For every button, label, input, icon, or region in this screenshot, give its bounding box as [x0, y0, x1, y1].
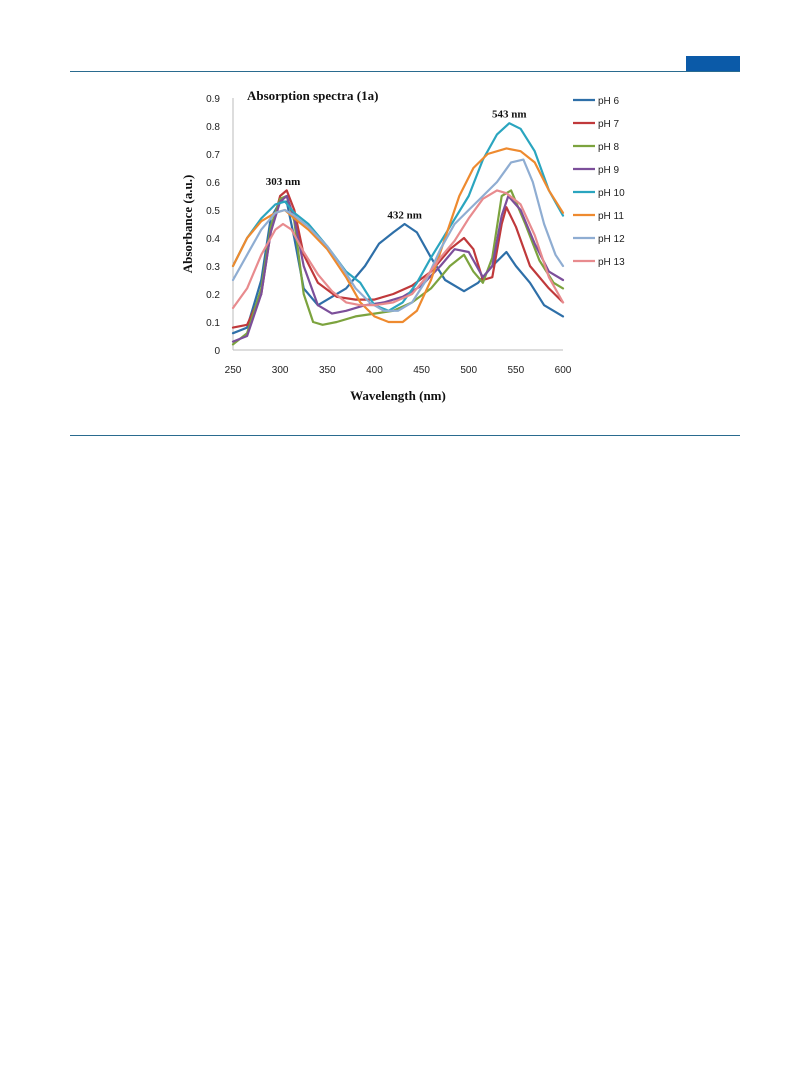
x-tick-label: 600 — [555, 365, 572, 376]
x-tick-label: 550 — [508, 365, 525, 376]
x-tick-label: 400 — [366, 365, 383, 376]
x-axis-ticks: 250 300 350 400 450 500 550 600 — [225, 365, 572, 376]
x-axis-label: Wavelength (nm) — [350, 388, 446, 403]
peak-label: 303 nm — [266, 176, 301, 188]
peak-label: 432 nm — [387, 209, 422, 221]
y-tick-label: 0.3 — [206, 262, 220, 273]
legend-label: pH 6 — [598, 96, 620, 107]
series-line-ph-11 — [231, 147, 565, 324]
y-tick-label: 0.4 — [206, 234, 220, 245]
series-line-ph-13 — [231, 189, 565, 310]
y-axis-label: Absorbance (a.u.) — [180, 175, 195, 274]
legend-label: pH 12 — [598, 234, 625, 245]
bottom-rule — [70, 435, 740, 436]
top-rule — [70, 71, 740, 72]
y-axis-ticks: 0 0.1 0.2 0.3 0.4 0.5 0.6 0.7 0.8 0.9 — [206, 94, 220, 357]
legend-label: pH 7 — [598, 119, 620, 130]
y-tick-label: 0.1 — [206, 318, 220, 329]
y-tick-label: 0.8 — [206, 122, 220, 133]
peak-label: 543 nm — [492, 109, 527, 121]
legend-label: pH 13 — [598, 257, 625, 268]
x-tick-label: 300 — [272, 365, 289, 376]
legend-label: pH 8 — [598, 142, 620, 153]
legend-label: pH 11 — [598, 211, 624, 222]
series-lines — [231, 122, 565, 346]
legend: pH 6 pH 7 pH 8 pH 9 pH 10 pH 11 pH 12 pH 13 — [573, 96, 625, 268]
y-tick-label: 0.6 — [206, 178, 220, 189]
peak-annotations: 303 nm 432 nm 543 nm — [266, 109, 527, 222]
series-line-ph-12 — [231, 158, 565, 312]
y-tick-label: 0.5 — [206, 206, 220, 217]
chart-title: Absorption spectra (1a) — [247, 88, 378, 103]
y-tick-label: 0.2 — [206, 290, 220, 301]
legend-label: pH 9 — [598, 165, 620, 176]
y-tick-label: 0.7 — [206, 150, 220, 161]
series-line-ph-9 — [231, 194, 565, 343]
y-tick-label: 0.9 — [206, 94, 220, 105]
y-tick-label: 0 — [214, 346, 220, 357]
x-tick-label: 350 — [319, 365, 336, 376]
series-line-ph-7 — [231, 189, 565, 329]
x-tick-label: 450 — [413, 365, 430, 376]
x-tick-label: 500 — [460, 365, 477, 376]
series-line-ph-10 — [231, 122, 565, 312]
absorption-chart: 0 0.1 0.2 0.3 0.4 0.5 0.6 0.7 0.8 0.9 250 300 350 40… — [180, 88, 625, 403]
legend-label: pH 10 — [598, 188, 625, 199]
x-tick-label: 250 — [225, 365, 242, 376]
header-badge — [686, 56, 740, 71]
